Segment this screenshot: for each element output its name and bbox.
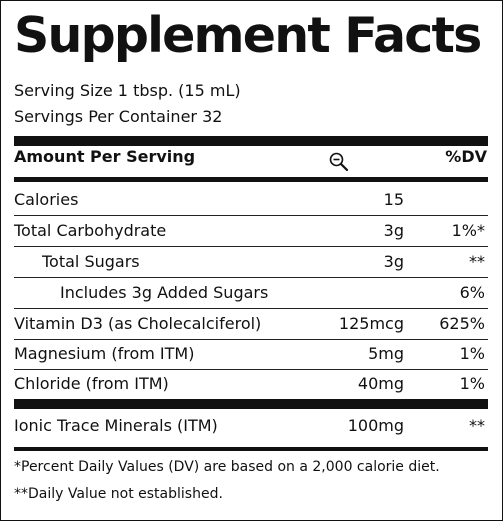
nutrient-row-added-sugars: Includes 3g Added Sugars 6% <box>14 278 488 309</box>
nutrient-row-chloride: Chloride (from ITM) 40mg 1% <box>14 369 488 399</box>
nutrient-amount: 40mg <box>357 374 404 393</box>
nutrient-amount: 3g <box>383 221 404 240</box>
nutrient-row-calories: Calories 15 <box>14 185 488 216</box>
nutrient-name: Total Carbohydrate <box>14 221 167 240</box>
footer-divider <box>14 447 488 451</box>
nutrient-dv: 1% <box>459 374 485 393</box>
nutrient-amount: 100mg <box>347 416 404 435</box>
serving-size: Serving Size 1 tbsp. (15 mL) <box>14 81 241 100</box>
nutrient-dv: ** <box>469 416 485 435</box>
panel-title: Supplement Facts <box>14 7 482 64</box>
nutrient-row-vitamin-d3: Vitamin D3 (as Cholecalciferol) 125mcg 6… <box>14 309 488 340</box>
nutrient-row-total-carbohydrate: Total Carbohydrate 3g 1%* <box>14 216 488 247</box>
nutrient-amount: 5mg <box>368 344 404 363</box>
nutrient-name: Vitamin D3 (as Cholecalciferol) <box>14 314 262 333</box>
dv-heading: %DV <box>445 147 487 166</box>
nutrient-row-total-sugars: Total Sugars 3g ** <box>14 247 488 278</box>
nutrient-dv: 1%* <box>451 221 485 240</box>
nutrient-dv: ** <box>469 252 485 271</box>
footnote-not-established: **Daily Value not established. <box>14 486 223 502</box>
nutrient-dv: 6% <box>459 283 485 302</box>
nutrient-dv: 625% <box>439 314 485 333</box>
nutrient-name: Chloride (from ITM) <box>14 374 169 393</box>
zoom-out-icon[interactable] <box>328 151 350 173</box>
medium-divider <box>14 177 488 182</box>
nutrient-amount: 15 <box>383 190 404 209</box>
thick-divider-top <box>14 136 488 146</box>
servings-per-container: Servings Per Container 32 <box>14 107 223 126</box>
nutrient-name: Magnesium (from ITM) <box>14 344 195 363</box>
nutrient-name: Calories <box>14 190 79 209</box>
amount-per-serving-heading: Amount Per Serving <box>14 147 196 166</box>
nutrient-name: Includes 3g Added Sugars <box>60 283 269 302</box>
nutrient-row-ionic-trace-minerals: Ionic Trace Minerals (ITM) 100mg ** <box>14 411 488 443</box>
nutrient-row-magnesium: Magnesium (from ITM) 5mg 1% <box>14 339 488 370</box>
nutrient-dv: 1% <box>459 344 485 363</box>
nutrient-amount: 125mcg <box>338 314 404 333</box>
nutrient-amount: 3g <box>383 252 404 271</box>
thick-divider-bottom <box>14 399 488 409</box>
nutrient-name: Ionic Trace Minerals (ITM) <box>14 416 218 435</box>
nutrient-name: Total Sugars <box>42 252 140 271</box>
footnote-dv: *Percent Daily Values (DV) are based on … <box>14 459 440 475</box>
